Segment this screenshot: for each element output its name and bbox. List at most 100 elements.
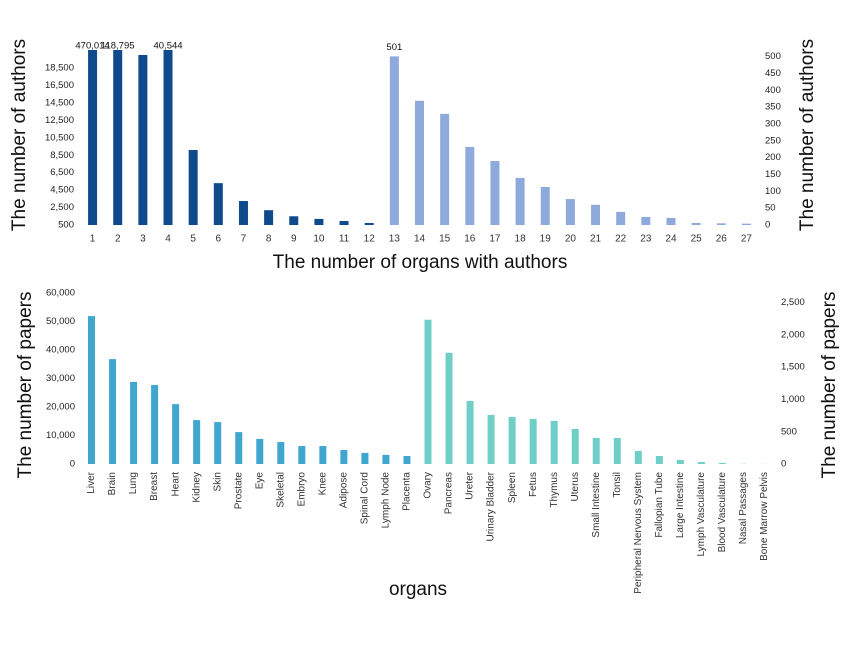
y2-tick-label: 500: [781, 426, 797, 437]
x-tick-label: Lymph Node: [381, 472, 392, 529]
bar: [188, 150, 198, 225]
x-tick-label: 9: [291, 234, 297, 245]
x-tick-label: Lymph Vasculature: [696, 472, 707, 557]
x-tick-label: 13: [389, 234, 401, 245]
bar: [465, 146, 475, 225]
bar: [641, 216, 651, 225]
bar: [741, 223, 751, 225]
y2-tick-label: 350: [765, 102, 781, 113]
bar: [424, 319, 432, 464]
bar: [655, 455, 663, 464]
value-label: 40,544: [153, 41, 182, 52]
bar: [235, 432, 243, 464]
x-tick-label: Skin: [212, 472, 223, 491]
bar: [445, 352, 453, 464]
x-tick-label: Fallopian Tube: [654, 472, 665, 538]
x-tick-label: Fetus: [528, 472, 539, 497]
bar: [339, 220, 349, 225]
bar: [716, 223, 726, 225]
y2-axis-label: The number of authors: [797, 39, 818, 231]
x-tick-label: 23: [640, 234, 652, 245]
x-tick-label: Blood Vasculature: [717, 472, 728, 553]
x-tick-label: 12: [364, 234, 376, 245]
y2-tick-label: 1,500: [781, 362, 805, 373]
plot-area: [88, 316, 768, 464]
bar: [440, 113, 450, 225]
bar: [364, 222, 374, 225]
y-tick-label: 50,000: [46, 316, 75, 327]
y-tick-label: 30,000: [46, 373, 75, 384]
bar: [487, 414, 495, 464]
bar: [214, 422, 222, 464]
x-tick-label: 6: [216, 234, 222, 245]
y2-tick-label: 0: [781, 459, 786, 470]
x-tick-label: Thymus: [549, 472, 560, 508]
x-tick-label: 8: [266, 234, 272, 245]
x-tick-label: 22: [615, 234, 627, 245]
y-tick-label: 12,500: [45, 115, 74, 126]
bar: [289, 216, 299, 225]
y-tick-label: 2,500: [50, 202, 74, 213]
x-tick-label: 24: [665, 234, 677, 245]
value-label: 470,014: [75, 41, 109, 52]
bar: [508, 416, 516, 464]
x-tick-label: Ureter: [465, 471, 476, 499]
x-tick-label: Nasal Passages: [738, 472, 749, 544]
bar: [697, 461, 705, 464]
bar: [565, 199, 575, 225]
bar: [113, 50, 123, 226]
x-tick-label: 16: [464, 234, 476, 245]
x-tick-label: Kidney: [191, 472, 202, 503]
y-tick-label: 20,000: [46, 402, 75, 413]
y-tick-label: 8,500: [50, 150, 74, 161]
bar: [616, 211, 626, 225]
y-tick-label: 18,500: [45, 63, 74, 74]
bar: [130, 381, 138, 464]
x-tick-label: 15: [439, 234, 451, 245]
x-tick-label: Brain: [107, 472, 118, 495]
x-tick-label: 27: [741, 234, 753, 245]
y2-tick-label: 500: [765, 51, 781, 62]
x-tick-label: 21: [590, 234, 602, 245]
y-tick-label: 10,500: [45, 132, 74, 143]
bar: [277, 442, 285, 464]
bar: [238, 201, 248, 225]
x-tick-label: Knee: [317, 472, 328, 496]
x-tick-label: Spinal Cord: [360, 472, 371, 524]
x-tick-label: Ovary: [423, 472, 434, 499]
x-tick-label: 11: [339, 234, 350, 245]
bar: [515, 177, 525, 225]
bar: [138, 55, 148, 225]
y-tick-label: 40,000: [46, 345, 75, 356]
bar: [109, 359, 117, 464]
y2-tick-label: 0: [765, 220, 770, 231]
x-tick-label: 18: [515, 234, 527, 245]
bar: [382, 454, 390, 464]
bar: [691, 222, 701, 225]
x-tick-label: 19: [540, 234, 552, 245]
bar: [613, 437, 621, 464]
x-axis-label: The number of organs with authors: [273, 252, 568, 273]
bar: [466, 400, 474, 464]
bar: [666, 217, 676, 225]
bar: [490, 161, 500, 225]
y2-tick-label: 150: [765, 169, 781, 180]
bar: [193, 420, 201, 464]
y-tick-label: 500: [58, 220, 74, 231]
bar: [540, 186, 550, 225]
x-tick-label: 10: [313, 234, 325, 245]
y2-tick-label: 200: [765, 152, 781, 163]
y-tick-label: 14,500: [45, 97, 74, 108]
bar: [529, 418, 537, 464]
bar: [718, 462, 726, 464]
bar: [298, 446, 306, 464]
x-tick-label: Pancreas: [444, 472, 455, 514]
bar: [163, 50, 173, 225]
bar: [88, 50, 98, 225]
x-tick-label: 26: [716, 234, 728, 245]
x-tick-label: 2: [115, 234, 121, 245]
y2-tick-label: 450: [765, 68, 781, 79]
bar: [264, 210, 274, 225]
x-tick-label: 25: [691, 234, 703, 245]
